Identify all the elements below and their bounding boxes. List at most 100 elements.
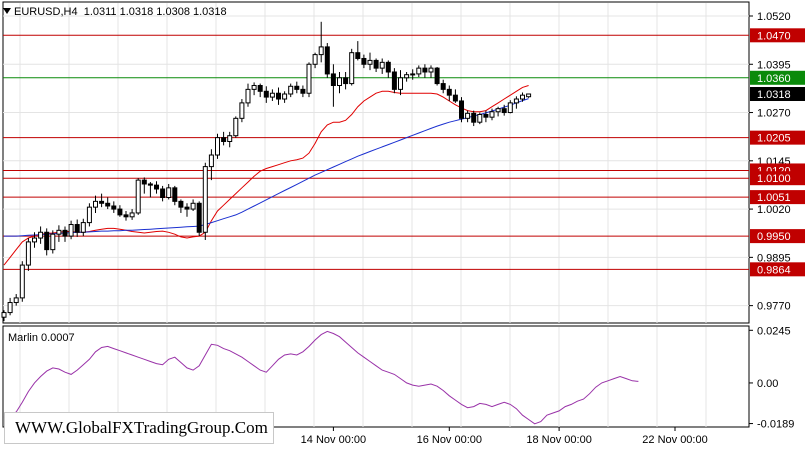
candle-body	[257, 85, 263, 92]
symbol-label: EURUSD,H4	[14, 6, 78, 18]
candle-body	[129, 212, 135, 218]
level-label: 1.0100	[757, 173, 791, 185]
candle-body	[422, 67, 428, 73]
candle-body	[440, 83, 446, 90]
indicator-tick-label: 0.00	[757, 378, 778, 390]
candle-body	[166, 187, 172, 198]
candle-body	[19, 264, 25, 299]
candle-body	[373, 59, 379, 69]
candle-body	[410, 73, 416, 76]
candle-body	[80, 222, 86, 233]
candle-body	[312, 54, 318, 65]
candle-body	[477, 113, 483, 123]
price-tick-label: 1.0270	[757, 108, 791, 120]
candle-body	[99, 200, 105, 204]
candle-body	[135, 179, 141, 214]
level-label: 1.0051	[757, 192, 791, 204]
candle-body	[7, 302, 13, 314]
candle-body	[50, 233, 56, 251]
level-label: 1.0470	[757, 30, 791, 42]
candle-body	[495, 108, 501, 113]
candle-body	[337, 77, 342, 87]
candle-body	[416, 67, 422, 75]
candle-body	[38, 231, 44, 239]
candle-body	[300, 88, 306, 94]
symbol-menu-arrow-icon[interactable]	[3, 8, 11, 14]
candle-body	[324, 46, 330, 75]
candle-body	[105, 202, 111, 207]
candle-body	[452, 94, 458, 102]
candle-body	[398, 77, 403, 90]
candle-body	[269, 92, 275, 98]
candle-body	[361, 57, 367, 65]
candle-body	[391, 71, 397, 90]
current-price-box	[750, 87, 805, 102]
candle-body	[349, 52, 355, 85]
candle-body	[318, 46, 324, 56]
time-tick-label: 22 Nov 00:00	[642, 434, 707, 446]
price-tick-label: 0.9895	[757, 252, 791, 264]
candle-body	[330, 73, 336, 87]
candle-body	[56, 229, 62, 235]
level-label: 0.9864	[757, 264, 791, 276]
indicator-pane	[2, 325, 750, 428]
candle-body	[190, 202, 196, 210]
marlin-oscillator-line	[3, 330, 639, 425]
candle-body	[245, 88, 251, 104]
level-label-box	[750, 70, 805, 85]
candle-body	[501, 108, 507, 114]
candle-body	[93, 200, 98, 208]
candle-body	[471, 112, 477, 123]
level-label-box	[750, 262, 805, 277]
candle-body	[306, 63, 312, 94]
candle-body	[489, 111, 495, 118]
candle-body	[111, 205, 117, 210]
candle-body	[160, 188, 166, 198]
indicator-tick-label: -0.0189	[757, 419, 794, 431]
candle-body	[1, 312, 7, 318]
level-label: 1.0360	[757, 73, 791, 85]
candle-body	[221, 137, 227, 143]
candle-body	[147, 183, 153, 186]
candle-body	[288, 85, 294, 95]
candle-body	[215, 137, 220, 156]
time-tick-label: 18 Nov 00:00	[526, 434, 591, 446]
level-label-box	[750, 171, 805, 186]
candle-body	[526, 93, 532, 98]
indicator-tick-label: 0.0245	[757, 325, 791, 337]
candle-body	[520, 94, 525, 100]
candle-body	[62, 229, 68, 237]
candle-body	[208, 154, 214, 168]
candle-body	[178, 200, 184, 208]
watermark: WWW.GlobalFXTradingGroup.Com	[4, 412, 274, 444]
candle-body	[13, 297, 19, 304]
candle-body	[123, 214, 129, 218]
candle-body	[68, 224, 74, 237]
candle-body	[251, 85, 257, 90]
level-label-box	[750, 190, 805, 205]
blue-moving-average	[4, 98, 529, 237]
candle-body	[404, 74, 410, 79]
candle-body	[202, 166, 208, 233]
candle-body	[233, 117, 239, 137]
ohlc-readout: 1.0311 1.0318 1.0308 1.0318	[83, 6, 227, 18]
candle-body	[428, 67, 434, 73]
level-label-box	[750, 28, 805, 43]
level-label: 1.0205	[757, 133, 791, 145]
candle-body	[86, 206, 92, 224]
level-label-box	[750, 130, 805, 145]
candle-body	[367, 59, 373, 65]
candle-body	[459, 100, 464, 119]
candle-body	[379, 61, 385, 69]
candle-body	[434, 67, 440, 85]
time-tick-label: 14 Nov 00:00	[301, 434, 366, 446]
main-pane	[2, 1, 750, 324]
candle-body	[465, 112, 471, 119]
candle-body	[343, 77, 349, 85]
candle-body	[507, 102, 513, 114]
indicator-title: Marlin 0.0007	[8, 332, 75, 344]
level-label-box	[750, 229, 805, 244]
candle-body	[446, 88, 452, 96]
price-tick-label: 1.0395	[757, 59, 791, 71]
